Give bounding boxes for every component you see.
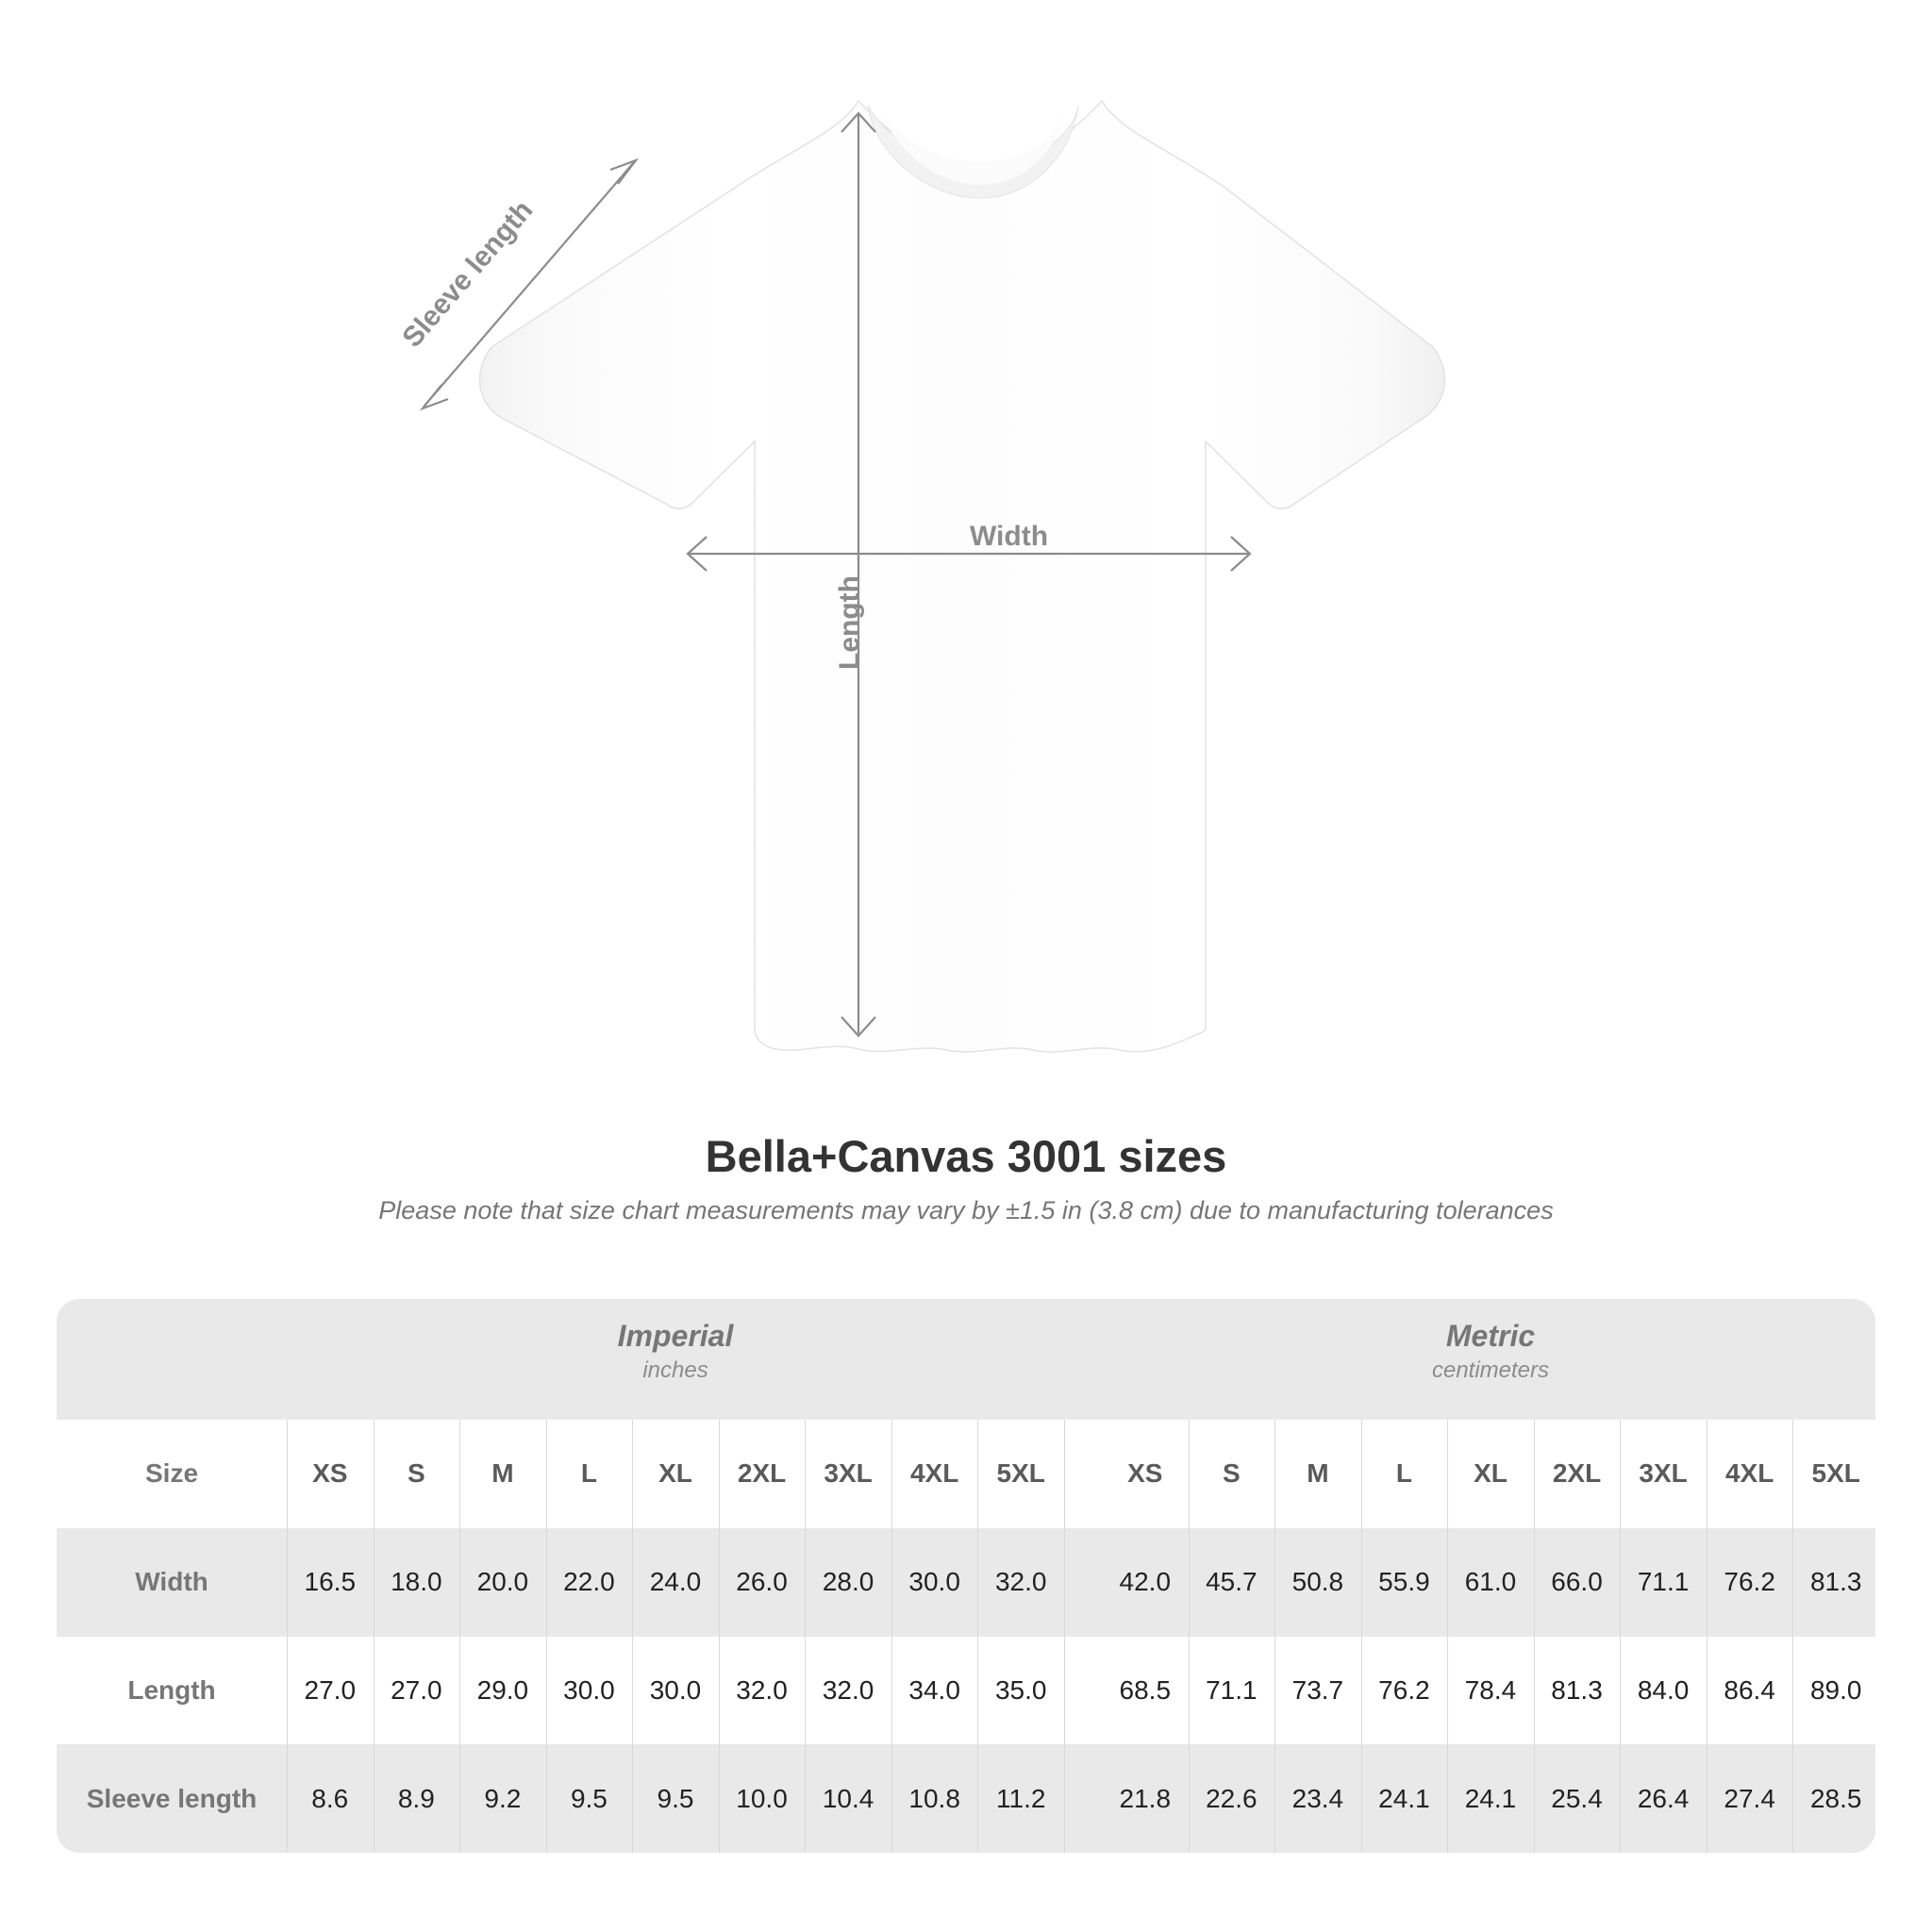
svg-text:Length: Length xyxy=(834,575,865,670)
svg-text:Width: Width xyxy=(970,521,1048,552)
